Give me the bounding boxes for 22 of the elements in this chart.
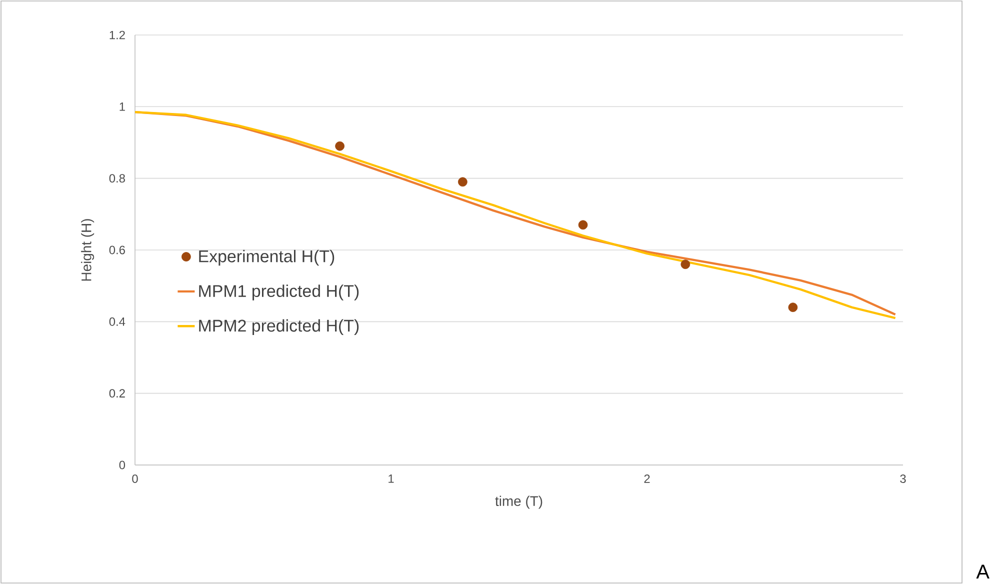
point <box>335 141 344 151</box>
y-axis-title: Height (H) <box>81 219 94 281</box>
point <box>788 302 798 312</box>
x-axis-title: time (T) <box>495 496 542 509</box>
x-tick-label: 3 <box>900 474 906 483</box>
y-tick-label: 1 <box>120 102 125 111</box>
legend-label: MPM2 predicted H(T) <box>199 319 359 336</box>
point <box>680 260 690 270</box>
x-tick-label: 2 <box>644 474 650 483</box>
text: A <box>976 564 990 578</box>
y-tick-label: 0.2 <box>109 389 125 398</box>
x-tick-label: 1 <box>388 474 394 483</box>
legend-label: Experimental H(T) <box>199 250 334 266</box>
y-tick-label: 0 <box>119 460 126 470</box>
y-tick-label: 0.8 <box>109 174 125 183</box>
y-tick-label: 1.2 <box>110 30 125 40</box>
y-tick-label: 0.4 <box>109 317 126 326</box>
point <box>578 220 588 230</box>
legend-label: MPM1 predicted H(T) <box>199 284 359 300</box>
x-tick-label: 0 <box>132 474 138 483</box>
y-tick-label: 0.6 <box>109 246 125 254</box>
point <box>458 177 468 187</box>
